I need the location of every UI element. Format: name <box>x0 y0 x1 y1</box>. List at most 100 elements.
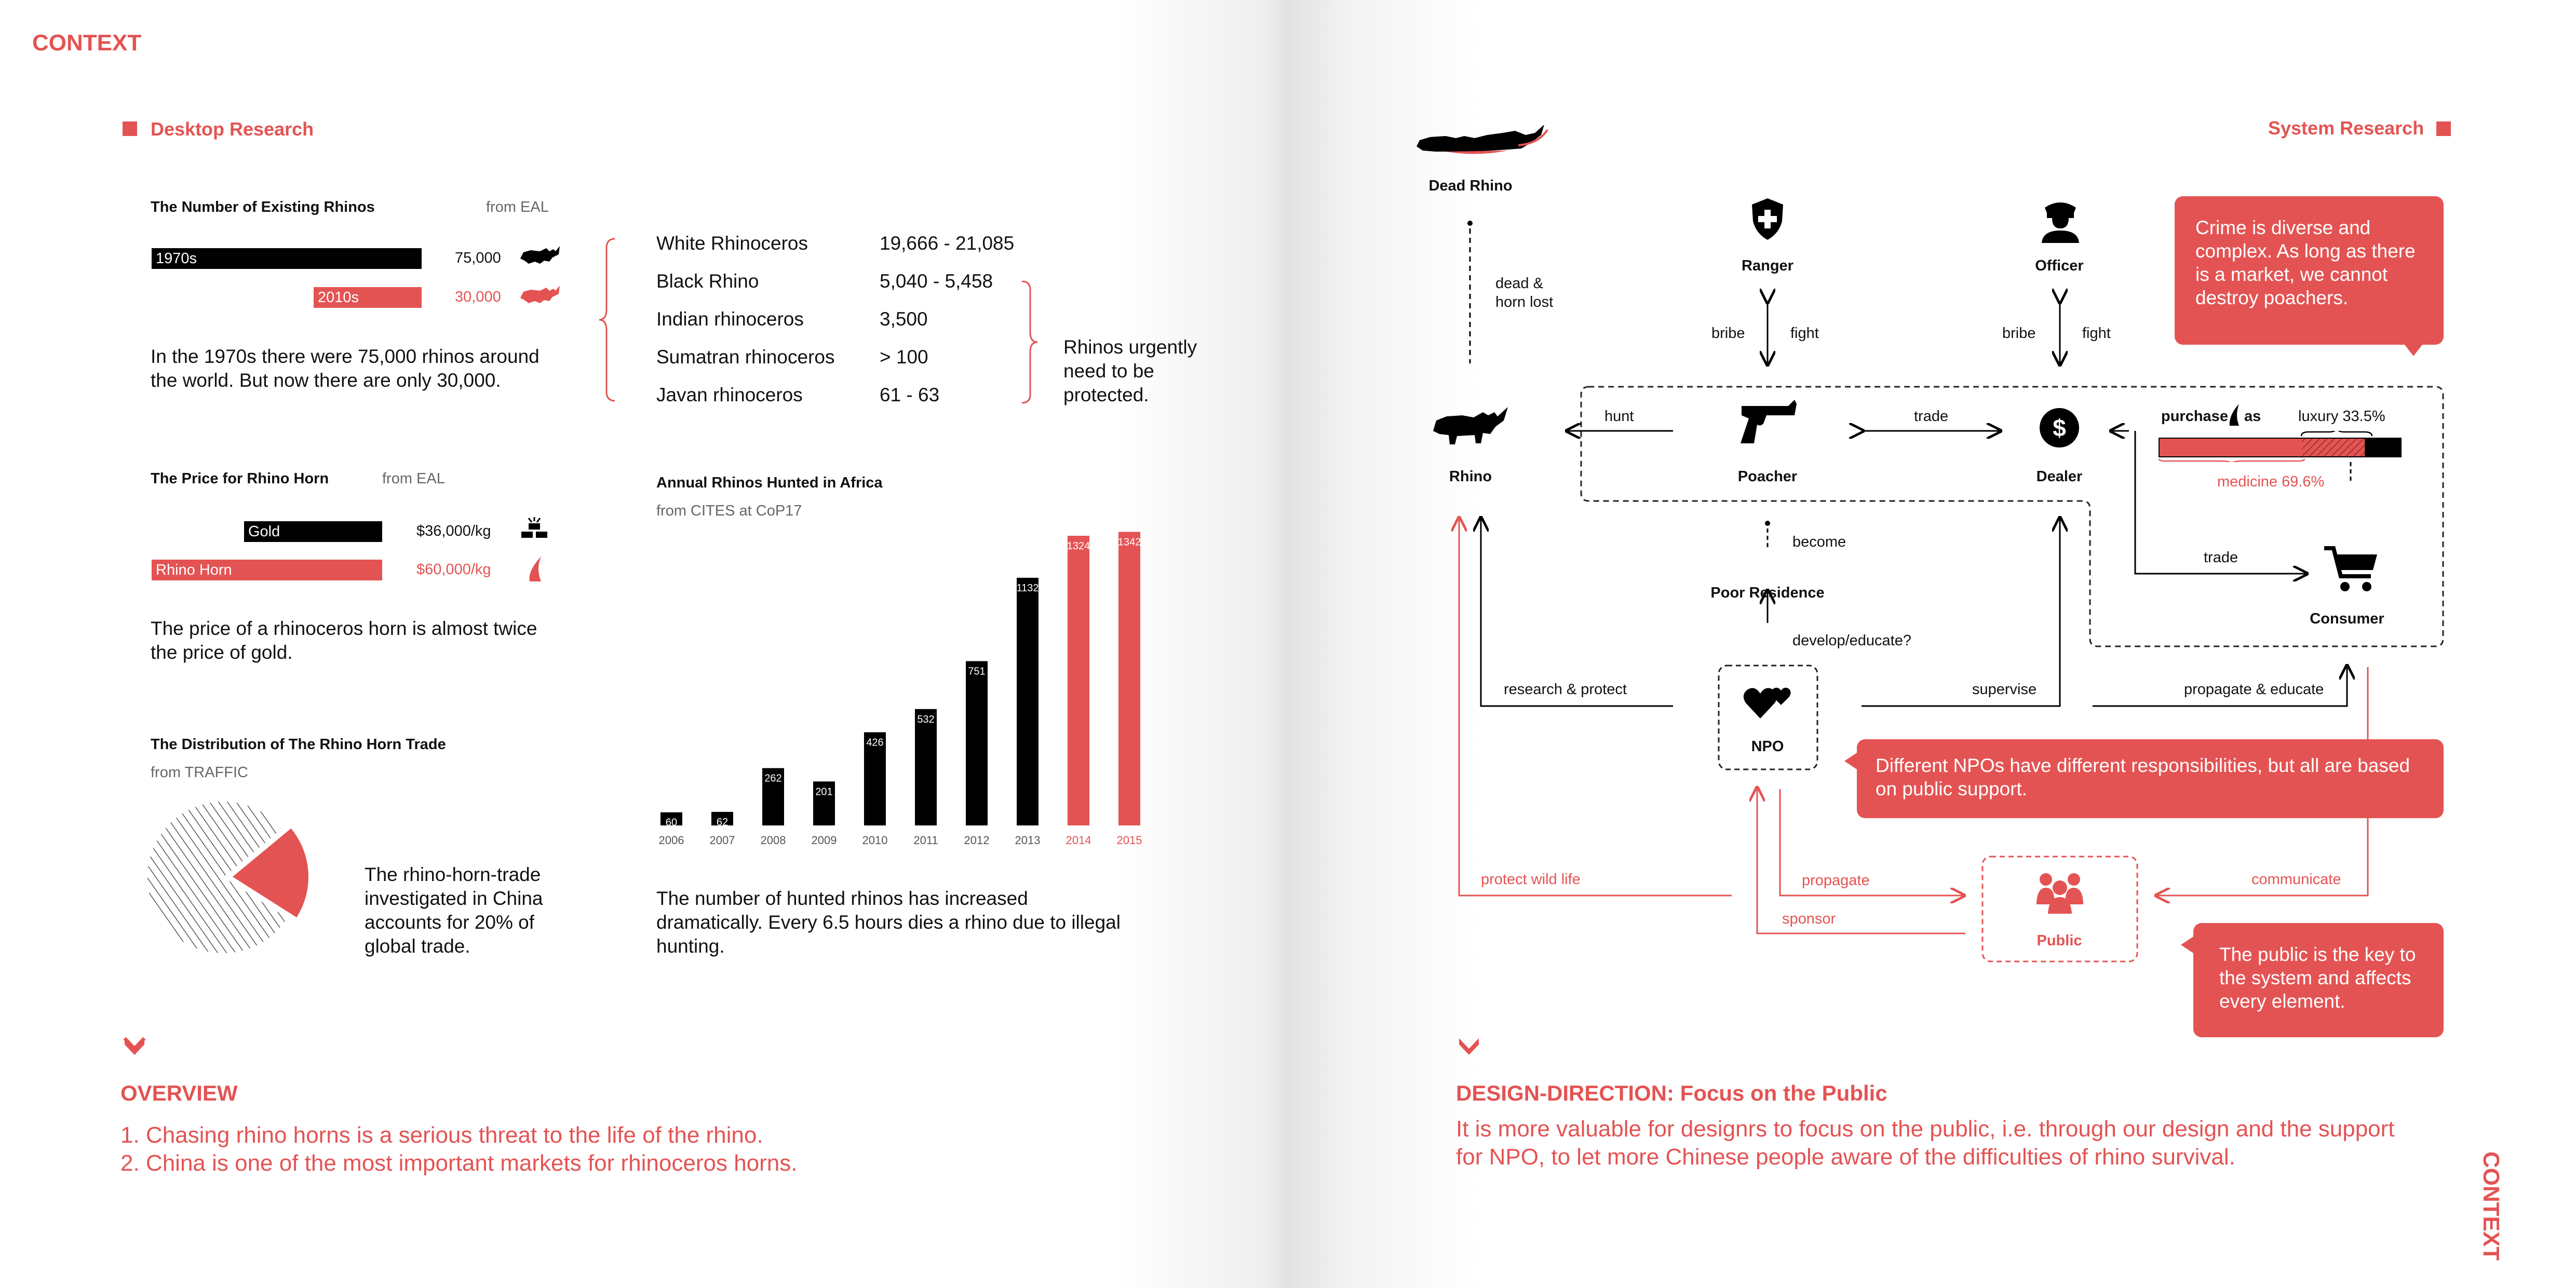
species-name: Sumatran rhinoceros <box>656 346 835 368</box>
bar-2009 <box>813 781 835 825</box>
x-tick-label: 2011 <box>913 834 938 847</box>
purchase-label: purchase <box>2161 408 2228 425</box>
rhino-black-icon <box>520 246 560 264</box>
bar-value-label: 60 <box>666 817 677 829</box>
bar-gold-value: $36,000/kg <box>416 523 491 539</box>
edge-trade-consumer: trade <box>2204 549 2238 566</box>
bar-2006 <box>660 812 682 825</box>
cart-icon <box>2324 546 2377 591</box>
pie-slice-rest <box>147 802 288 953</box>
dead-rhino-icon <box>1417 125 1548 154</box>
species-value: 5,040 - 5,458 <box>880 270 993 292</box>
chevron-down-icon <box>123 1037 146 1055</box>
chevron-down-icon <box>1459 1038 1479 1055</box>
bar-value-label: 1324 <box>1067 540 1090 552</box>
system-diagram-lines <box>1402 221 2444 962</box>
purchase-medicine: medicine 69.6% <box>2217 473 2325 490</box>
overview-line-2: 2. China is one of the most important ma… <box>120 1150 798 1176</box>
x-tick-label: 2006 <box>659 834 684 847</box>
shield-icon <box>1752 198 1783 240</box>
rhino-red-icon <box>520 286 560 303</box>
brace-right <box>1021 280 1038 404</box>
bar-2010s-label: 2010s <box>318 289 359 306</box>
direction-title: DESIGN-DIRECTION: Focus on the Public <box>1456 1081 1887 1105</box>
bar-rhino-horn-value: $60,000/kg <box>416 561 491 578</box>
species-name: Black Rhino <box>656 270 759 292</box>
species-name: White Rhinoceros <box>656 233 808 254</box>
x-tick-label: 2008 <box>761 834 786 847</box>
bar-2007 <box>711 811 733 825</box>
gold-bars-icon <box>521 517 547 538</box>
x-tick-label: 2007 <box>710 834 735 847</box>
bar-value-label: 1132 <box>1016 582 1039 594</box>
node-npo: NPO <box>1751 738 1784 755</box>
overview-line-1: 1. Chasing rhino horns is a serious thre… <box>120 1122 763 1148</box>
callout-public: The public is the key to the system and … <box>2193 923 2444 1037</box>
direction-text: It is more valuable for designrs to focu… <box>1456 1116 2395 1170</box>
edge-develop-educate: develop/educate? <box>1792 632 1911 649</box>
species-note: Rhinos urgently need to be protected. <box>1063 336 1197 405</box>
node-public: Public <box>2036 932 2082 949</box>
edge-dead-horn-lost: dead & horn lost <box>1495 275 1554 310</box>
distribution-text: The rhino-horn-trade investigated in Chi… <box>365 864 543 957</box>
dollar-icon: $ <box>2040 408 2079 448</box>
luxury-segment <box>2301 438 2365 457</box>
species-value: > 100 <box>880 346 928 368</box>
chart-subtitle: from CITES at CoP17 <box>656 503 802 519</box>
bar-value-label: 426 <box>866 737 883 748</box>
bar-2010 <box>864 732 886 825</box>
medicine-segment <box>2159 438 2302 457</box>
section-title-system-research: System Research <box>2268 117 2424 139</box>
edge-become: become <box>1792 534 1846 550</box>
x-tick-label: 2014 <box>1066 834 1091 847</box>
bar-value-label: 532 <box>917 714 934 725</box>
edge-propagate: propagate <box>1802 872 1870 889</box>
x-tick-label: 2015 <box>1117 834 1142 847</box>
node-dealer: Dealer <box>2036 468 2083 485</box>
callout-npo: Different NPOs have different responsibi… <box>1857 739 2444 818</box>
bar-1970s: 1970s <box>152 248 422 269</box>
bar-2010s: 2010s <box>314 287 422 308</box>
bar-gold-label: Gold <box>248 523 280 540</box>
species-name: Javan rhinoceros <box>656 384 803 405</box>
x-tick-label: 2012 <box>964 834 990 847</box>
horn-small-icon <box>2229 404 2239 426</box>
edge-supervise: supervise <box>1972 681 2037 698</box>
node-consumer: Consumer <box>2310 611 2384 627</box>
bar-rhino-horn: Rhino Horn <box>152 560 382 580</box>
species-value: 19,666 - 21,085 <box>880 233 1015 254</box>
rhino-count-title: The Number of Existing Rhinos <box>151 199 375 215</box>
pie-slice-china <box>232 828 308 918</box>
trade-pie-chart <box>147 802 308 953</box>
edge-propagate-educate: propagate & educate <box>2184 681 2324 698</box>
price-title: The Price for Rhino Horn <box>151 470 329 487</box>
bar-2015 <box>1118 532 1140 825</box>
purchase-bar <box>2158 431 2402 462</box>
officer-icon <box>2042 202 2079 243</box>
section-marker <box>123 121 137 136</box>
brace-left <box>599 238 615 402</box>
bar-2010s-value: 30,000 <box>455 289 501 305</box>
rhino-count-text: In the 1970s there were 75,000 rhinos ar… <box>151 346 540 391</box>
svg-text:$: $ <box>2053 414 2066 441</box>
bar-2013 <box>1017 577 1039 825</box>
horn-icon <box>529 557 541 581</box>
bar-value-label: 201 <box>815 786 832 797</box>
edge-bribe-ranger: bribe <box>1711 325 1745 342</box>
gun-icon <box>1741 400 1797 443</box>
rhino-count-source: from EAL <box>486 199 549 215</box>
context-header-left: CONTEXT <box>32 30 142 56</box>
purchase-as: as <box>2244 408 2261 425</box>
chart-caption: The number of hunted rhinos has increase… <box>656 888 1121 957</box>
context-header-right: CONTEXT <box>2478 1151 2504 1261</box>
bar-1970s-value: 75,000 <box>455 250 501 266</box>
bar-2012 <box>966 661 988 825</box>
x-tick-label: 2009 <box>812 834 837 847</box>
people-icon <box>2036 873 2083 914</box>
node-ranger: Ranger <box>1742 257 1793 274</box>
edge-communicate: communicate <box>2251 871 2341 888</box>
section-marker-right <box>2436 121 2451 136</box>
bar-2014 <box>1068 536 1089 825</box>
rhino-icon <box>1433 407 1508 444</box>
callout-npo-tip <box>1844 751 1860 771</box>
